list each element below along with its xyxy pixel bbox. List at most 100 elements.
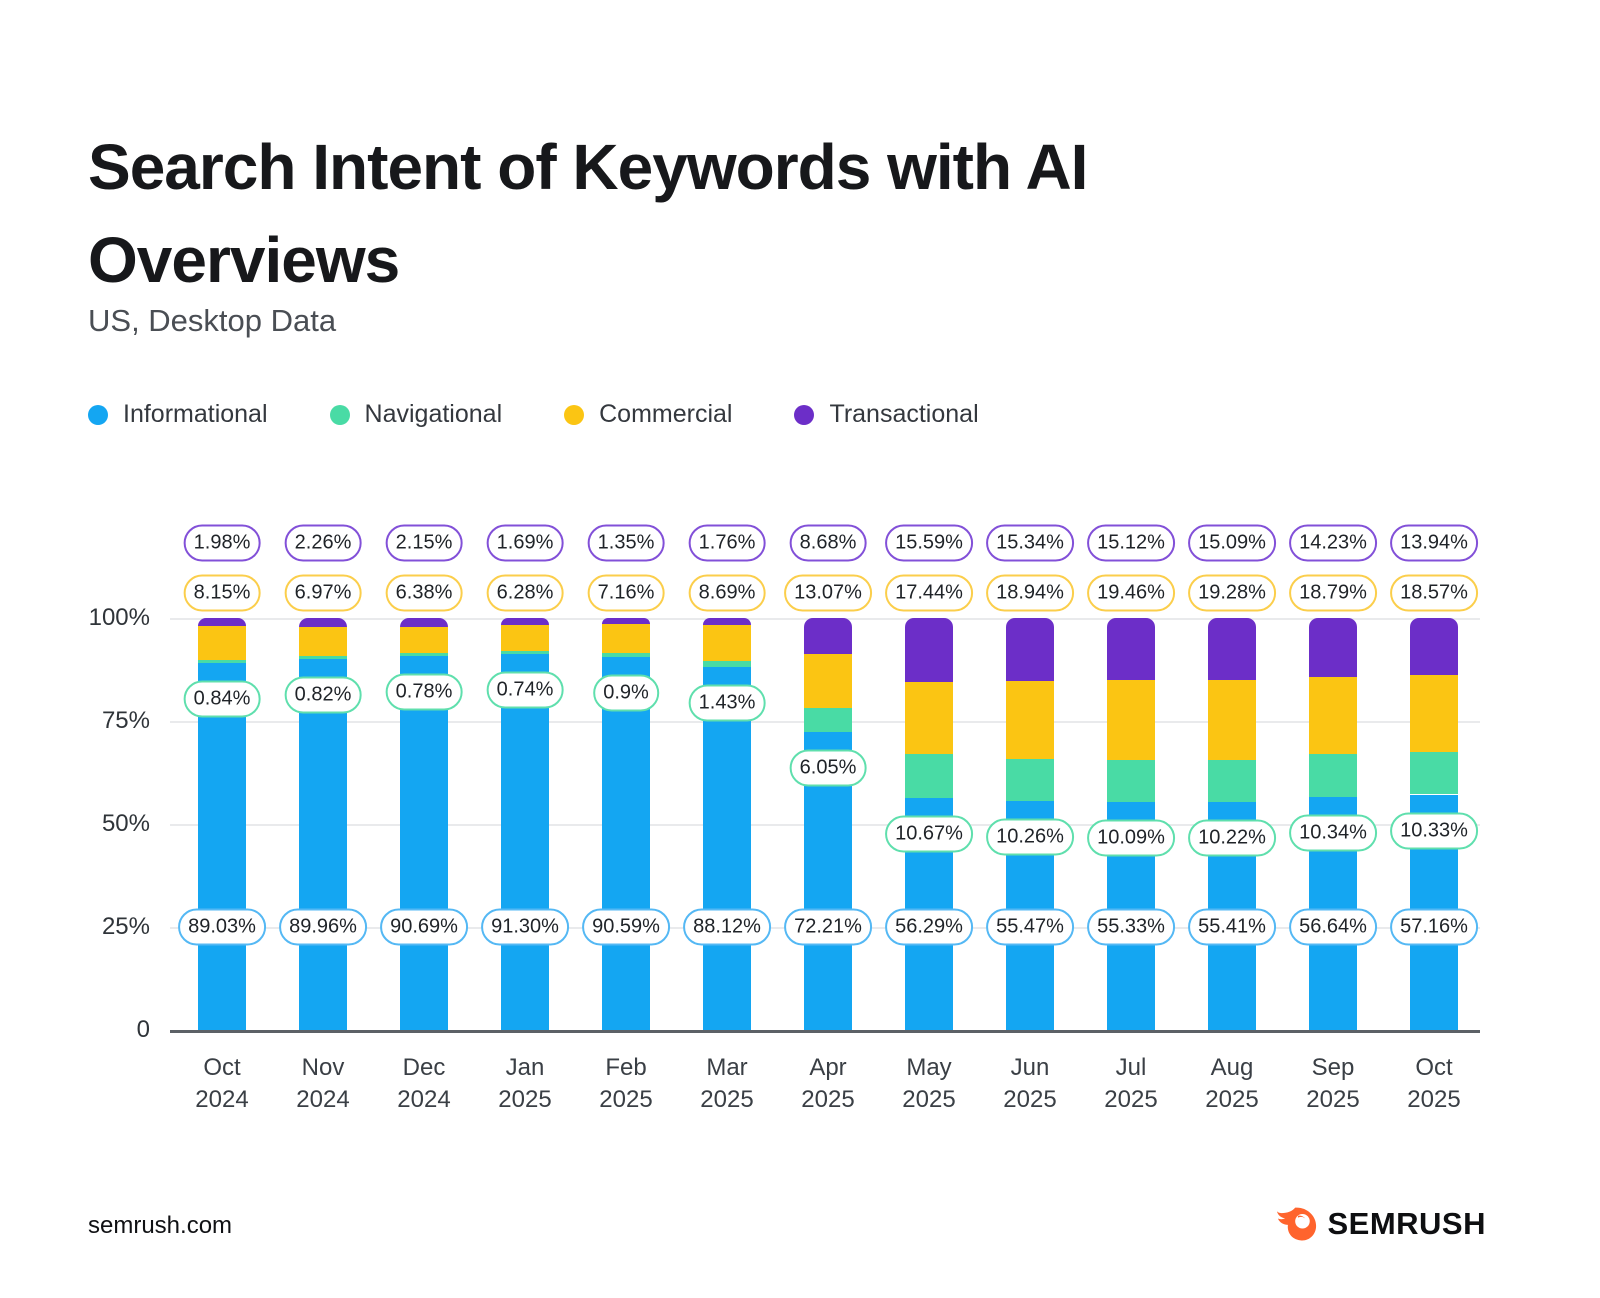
value-pill-informational: 91.30%: [481, 908, 569, 946]
value-pill-commercial: 19.28%: [1188, 574, 1276, 612]
value-pill-transactional: 15.09%: [1188, 524, 1276, 562]
x-axis-label-month: Feb: [605, 1054, 647, 1081]
bar-segment-navigational: [804, 707, 852, 733]
bar-segment-navigational: [703, 661, 751, 667]
legend-label: Navigational: [364, 400, 503, 428]
value-pill-informational: 55.47%: [986, 908, 1074, 946]
bar-segment-commercial: [1410, 675, 1458, 752]
x-axis-label: Jul 2025: [1104, 1052, 1157, 1117]
bar-segment-transactional: [602, 618, 650, 624]
page-subtitle: US, Desktop Data: [88, 303, 337, 338]
value-pill-transactional: 1.35%: [587, 524, 665, 562]
y-axis-label: 25%: [101, 913, 150, 940]
x-axis-label-month: Mar: [706, 1054, 748, 1081]
bar-segment-navigational: [1410, 751, 1458, 795]
bar-segment-transactional: [1309, 618, 1357, 677]
value-pill-commercial: 7.16%: [587, 574, 665, 612]
bar-segment-commercial: [905, 682, 953, 755]
bar-segment-navigational: [1107, 760, 1155, 803]
chart-legend: Informational Navigational Commercial Trans…: [88, 400, 979, 429]
value-pill-navigational: 0.9%: [593, 674, 659, 712]
value-pill-navigational: 1.43%: [688, 684, 766, 722]
x-axis-label-year: 2024: [397, 1086, 451, 1114]
legend-dot-informational: [88, 404, 108, 425]
legend-label: Transactional: [829, 400, 979, 428]
x-axis-line: [170, 1030, 1480, 1033]
value-pill-navigational: 10.26%: [986, 818, 1074, 856]
value-pill-informational: 57.16%: [1390, 908, 1478, 946]
bar-segment-transactional: [1107, 618, 1155, 681]
value-pill-transactional: 15.12%: [1087, 524, 1175, 562]
bar-segment-commercial: [400, 626, 448, 654]
value-pill-informational: 56.29%: [885, 908, 973, 946]
x-axis-label-year: 2025: [902, 1086, 956, 1114]
bar-segment-transactional: [905, 618, 953, 683]
bar-segment-informational: [299, 659, 347, 1030]
value-pill-transactional: 2.26%: [284, 524, 362, 562]
x-axis-label-month: Oct: [203, 1054, 241, 1081]
value-pill-transactional: 2.15%: [385, 524, 463, 562]
x-axis-label: Feb 2025: [599, 1052, 652, 1117]
x-axis-label: Jan 2025: [498, 1052, 551, 1117]
y-axis-label: 50%: [101, 810, 150, 837]
bar-segment-commercial: [198, 626, 246, 660]
x-axis-label: Aug 2025: [1205, 1052, 1258, 1117]
legend-dot-transactional: [794, 404, 815, 425]
x-axis-label: Oct 2025: [1407, 1052, 1460, 1117]
bar-segment-informational: [198, 663, 246, 1030]
value-pill-commercial: 8.69%: [688, 574, 766, 612]
bar-segment-navigational: [198, 659, 246, 664]
bar-segment-navigational: [602, 653, 650, 657]
x-axis-label-year: 2025: [1407, 1086, 1461, 1114]
bar-segment-navigational: [905, 754, 953, 799]
x-axis-label: Nov 2024: [296, 1052, 349, 1117]
x-axis-label: May 2025: [902, 1052, 955, 1117]
value-pill-transactional: 1.98%: [183, 524, 261, 562]
legend-item-informational: Informational: [88, 400, 268, 429]
bar-segment-navigational: [400, 653, 448, 657]
value-pill-transactional: 1.69%: [486, 524, 564, 562]
value-pill-commercial: 19.46%: [1087, 574, 1175, 612]
value-pill-transactional: 15.34%: [986, 524, 1074, 562]
x-axis-label-year: 2024: [296, 1086, 350, 1114]
x-axis-label: Apr 2025: [801, 1052, 854, 1117]
value-pill-commercial: 8.15%: [183, 574, 261, 612]
x-axis-label-year: 2025: [801, 1086, 855, 1114]
value-pill-commercial: 6.97%: [284, 574, 362, 612]
bar-segment-transactional: [299, 617, 347, 628]
legend-dot-navigational: [329, 404, 350, 425]
x-axis-label-year: 2025: [1306, 1086, 1360, 1114]
value-pill-transactional: 14.23%: [1289, 524, 1377, 562]
bar-segment-informational: [501, 653, 549, 1030]
y-axis-label: 0: [136, 1016, 150, 1043]
value-pill-informational: 56.64%: [1289, 908, 1377, 946]
x-axis-label: Jun 2025: [1003, 1052, 1056, 1117]
x-axis-label-year: 2025: [700, 1086, 754, 1114]
x-axis-label-month: Oct: [1415, 1054, 1453, 1081]
value-pill-navigational: 10.67%: [885, 815, 973, 853]
value-pill-informational: 90.69%: [380, 908, 468, 946]
value-pill-navigational: 0.82%: [284, 676, 362, 714]
bar-segment-commercial: [703, 625, 751, 662]
value-pill-navigational: 10.34%: [1289, 814, 1377, 852]
bar-segment-transactional: [703, 618, 751, 626]
value-pill-transactional: 13.94%: [1390, 524, 1478, 562]
bar-segment-informational: [703, 666, 751, 1030]
semrush-flame-icon: [1277, 1207, 1317, 1241]
bar-segment-commercial: [1107, 680, 1155, 761]
value-pill-transactional: 8.68%: [789, 524, 867, 562]
bar-segment-commercial: [1309, 676, 1357, 755]
value-pill-navigational: 6.05%: [789, 749, 867, 787]
value-pill-informational: 89.96%: [279, 908, 367, 946]
semrush-wordmark: SEMRUSH: [1327, 1206, 1486, 1241]
legend-label: Commercial: [599, 400, 733, 428]
legend-item-navigational: Navigational: [329, 400, 503, 429]
page-title: Search Intent of Keywords with AI Overvi…: [88, 130, 1088, 296]
legend-item-transactional: Transactional: [794, 400, 979, 429]
bar-segment-commercial: [1006, 681, 1054, 760]
x-axis-label-month: May: [906, 1054, 952, 1081]
bar-segment-navigational: [501, 650, 549, 654]
footer-site-url: semrush.com: [88, 1212, 233, 1239]
bar-segment-informational: [400, 656, 448, 1030]
value-pill-informational: 55.33%: [1087, 908, 1175, 946]
